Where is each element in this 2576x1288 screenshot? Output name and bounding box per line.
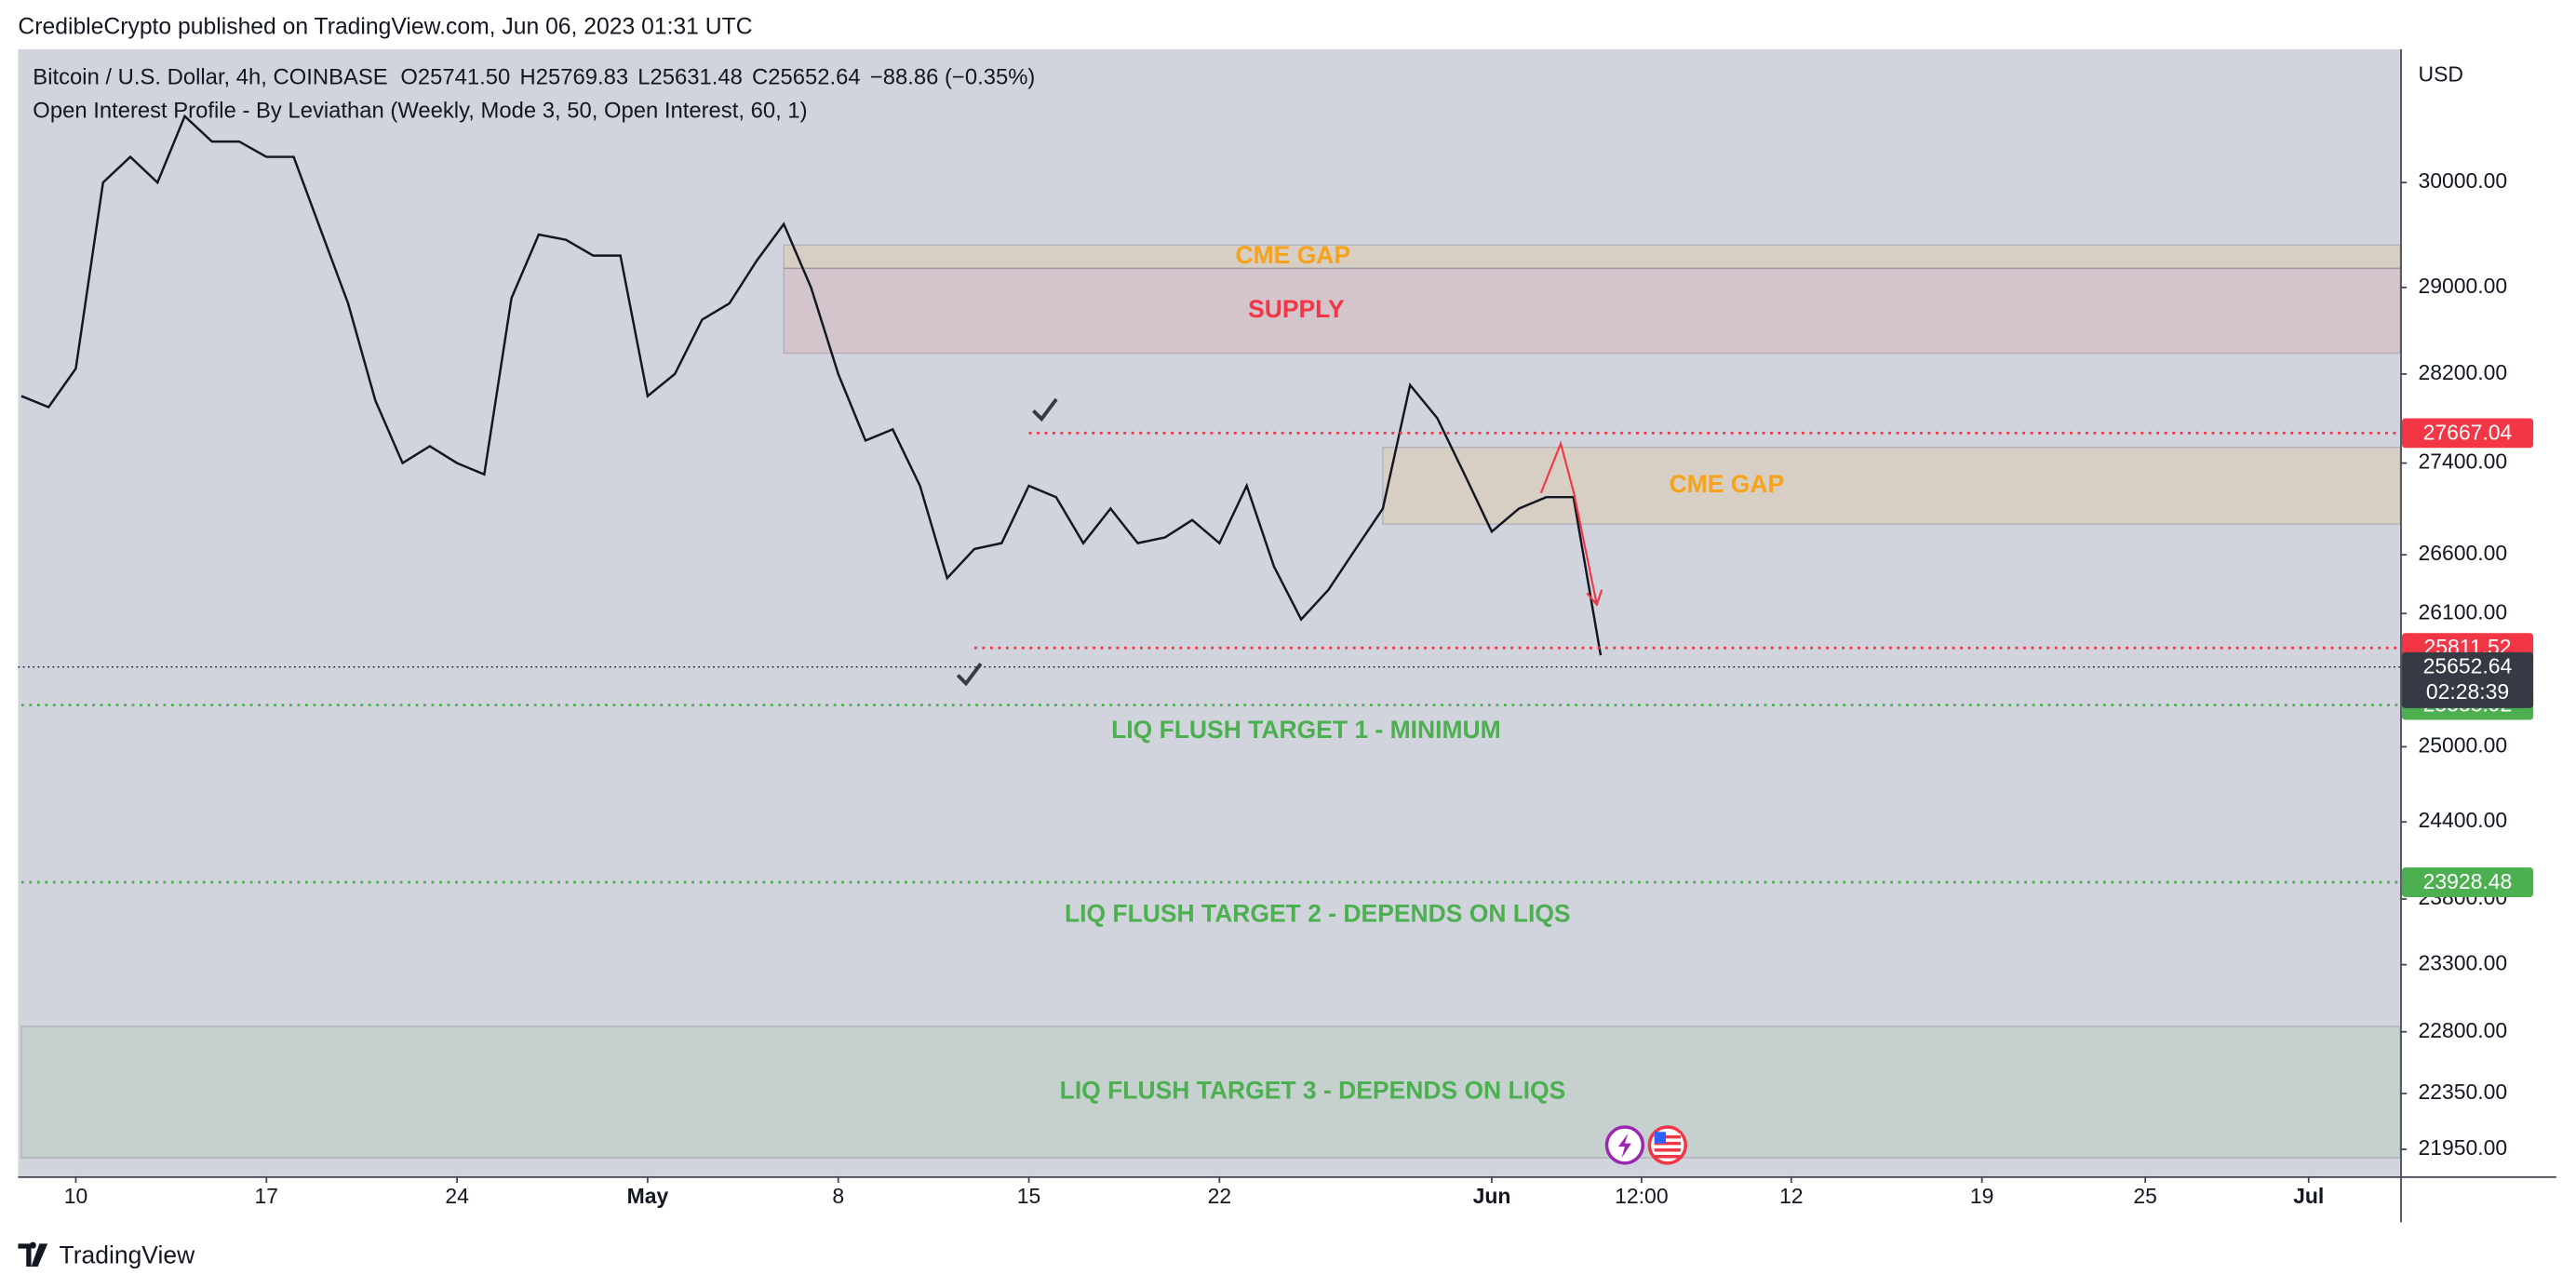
- event-icon-bolt: [1617, 1134, 1631, 1159]
- zone: [783, 244, 2401, 270]
- price-tag: [2401, 867, 2534, 897]
- header: CredibleCrypto published on TradingView.…: [18, 15, 752, 40]
- y-tick-label: 23300.00: [2419, 951, 2508, 975]
- last-price-label: 25652.64: [2423, 654, 2513, 678]
- currency-label: USD: [2419, 61, 2463, 86]
- ohlc-key: O: [400, 65, 418, 90]
- footer-brand: TradingView: [60, 1241, 196, 1268]
- check-mark: [1032, 397, 1058, 423]
- check-mark: [956, 663, 983, 687]
- countdown: 02:28:39: [2426, 679, 2509, 704]
- zone: [783, 267, 2401, 355]
- x-tick-label: 19: [1970, 1184, 1994, 1208]
- plot-layer: [18, 114, 2401, 1159]
- level-label: LIQ FLUSH TARGET 2 - DEPENDS ON LIQS: [1065, 899, 1571, 927]
- zone-label: SUPPLY: [1248, 295, 1345, 323]
- price-tag-label: 27667.04: [2423, 420, 2513, 444]
- zone-label: CME GAP: [1236, 241, 1351, 269]
- x-tick-label: 22: [1208, 1184, 1232, 1208]
- x-tick-label: 12:00: [1615, 1184, 1668, 1208]
- x-tick-label: 10: [64, 1184, 88, 1208]
- x-tick-label: 8: [832, 1184, 844, 1208]
- y-tick-label: 22800.00: [2419, 1018, 2508, 1042]
- price-tag-label: 23928.48: [2423, 869, 2513, 893]
- y-tick-label: 30000.00: [2419, 168, 2508, 193]
- ohlc-key: L: [637, 65, 650, 90]
- flag-canton: [1654, 1132, 1667, 1144]
- plot-area: [18, 48, 2401, 1176]
- ohlc-key: H: [519, 65, 535, 90]
- logo: [18, 1241, 48, 1268]
- last-price-tag: [2401, 651, 2534, 708]
- ohlc-key: C: [752, 65, 768, 90]
- ohlc-value: 25741.50: [418, 65, 510, 90]
- y-tick-label: 28200.00: [2419, 360, 2508, 384]
- y-tick-label: 27400.00: [2419, 449, 2508, 474]
- x-tick-label: 12: [1779, 1184, 1804, 1208]
- x-tick-label: 24: [445, 1184, 469, 1208]
- zone-label: CME GAP: [1670, 470, 1785, 498]
- ohlc-value: 25652.64: [768, 65, 860, 90]
- y-tick-label: 24400.00: [2419, 808, 2508, 832]
- ohlc-value: 25769.83: [536, 65, 628, 90]
- x-tick-label: 15: [1017, 1184, 1041, 1208]
- y-tick-label: 29000.00: [2419, 274, 2508, 298]
- y-tick-label: 26600.00: [2419, 541, 2508, 565]
- x-tick-label: 17: [255, 1184, 279, 1208]
- y-tick-label: 25000.00: [2419, 732, 2508, 757]
- x-tick-label: 25: [2133, 1184, 2157, 1208]
- ohlc-value: 25631.48: [651, 65, 743, 90]
- y-tick-label: 21950.00: [2419, 1135, 2508, 1160]
- x-tick-label: Jul: [2293, 1184, 2324, 1208]
- change: −88.86 (−0.35%): [870, 65, 1036, 90]
- indicator-legend: Open Interest Profile - By Leviathan (We…: [33, 98, 807, 123]
- zone: [1382, 446, 2401, 525]
- x-tick-label: Jun: [1473, 1184, 1511, 1208]
- arrow-drawing: [1539, 440, 1603, 607]
- symbol: Bitcoin / U.S. Dollar, 4h, COINBASE: [33, 65, 387, 90]
- zone: [20, 1026, 2401, 1159]
- price-line: [20, 114, 1603, 656]
- zone-label: LIQ FLUSH TARGET 3 - DEPENDS ON LIQS: [1060, 1077, 1566, 1105]
- price-tag: [2401, 418, 2534, 449]
- legend-line: Bitcoin / U.S. Dollar, 4h, COINBASE O257…: [33, 65, 1035, 90]
- level-label: LIQ FLUSH TARGET 1 - MINIMUM: [1111, 716, 1501, 744]
- x-tick-label: May: [627, 1184, 669, 1208]
- y-tick-label: 26100.00: [2419, 599, 2508, 624]
- flag-stripes: [1654, 1134, 1681, 1159]
- y-tick-label: 22350.00: [2419, 1080, 2508, 1104]
